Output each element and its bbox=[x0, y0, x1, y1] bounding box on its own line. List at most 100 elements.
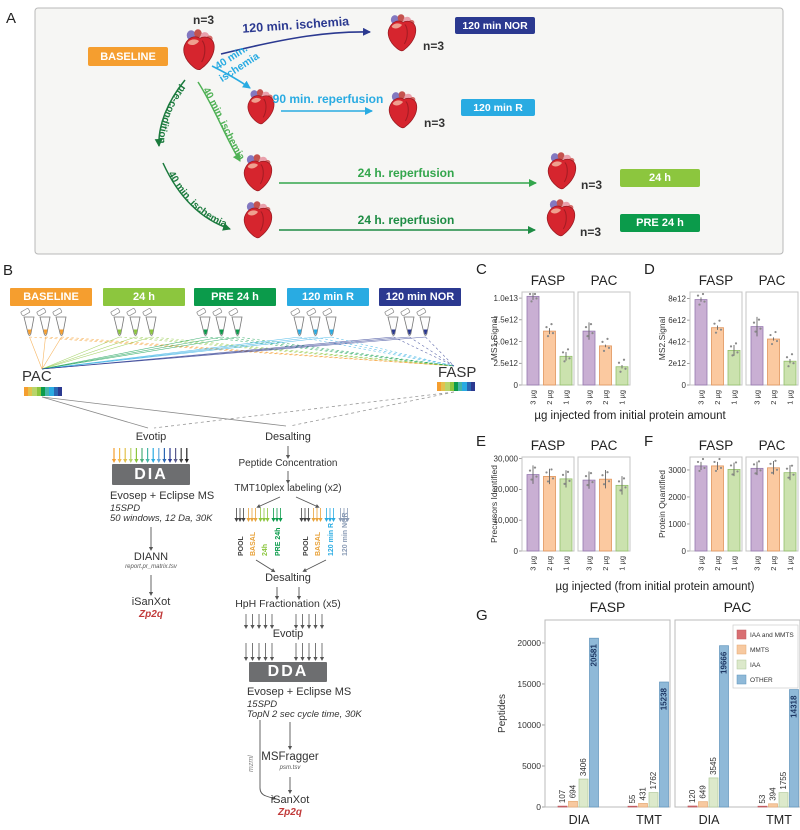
xtick-3 µg: 3 µg bbox=[753, 556, 762, 571]
data-point bbox=[589, 472, 593, 475]
tube-body bbox=[145, 316, 157, 336]
barcode-stripe bbox=[466, 382, 471, 391]
data-point bbox=[602, 349, 606, 352]
arrow-head bbox=[318, 518, 323, 522]
xtick-3 µg: 3 µg bbox=[529, 390, 538, 405]
plex-label-POOL: POOL bbox=[303, 535, 310, 556]
bar-FASP-3 µg bbox=[694, 299, 708, 386]
ytick: 3000 bbox=[668, 466, 686, 475]
barcode-stripe bbox=[449, 382, 454, 391]
arrow-head bbox=[278, 518, 283, 522]
xtick-1 µg: 1 µg bbox=[562, 556, 571, 571]
xtick-1 µg: 1 µg bbox=[618, 390, 627, 405]
g-xtick-TMT: TMT bbox=[636, 813, 662, 827]
xtick-1 µg: 1 µg bbox=[730, 390, 739, 405]
tube-cap bbox=[384, 308, 395, 317]
arrow-head bbox=[270, 568, 276, 573]
xtick-2 µg: 2 µg bbox=[545, 390, 554, 405]
legend-swatch-OTHER bbox=[736, 674, 747, 685]
fasp-to-desalting bbox=[289, 391, 455, 427]
diann-label: DIANN bbox=[133, 551, 169, 563]
data-point bbox=[551, 477, 555, 480]
arrow-head bbox=[263, 657, 268, 661]
line-to-fasp bbox=[315, 336, 455, 367]
g-bar-FASP-DIA-IAA bbox=[578, 778, 589, 808]
data-point bbox=[729, 464, 733, 467]
arrow-head bbox=[345, 518, 350, 522]
arrow-head bbox=[246, 518, 251, 522]
data-point bbox=[790, 353, 794, 356]
data-point bbox=[757, 460, 761, 463]
tube-cap bbox=[322, 308, 333, 317]
plex-label-120-min-R: 120 min R bbox=[328, 523, 335, 556]
arrow-head bbox=[139, 459, 145, 463]
ytick: 1.0e13 bbox=[494, 294, 519, 303]
data-point bbox=[790, 464, 794, 467]
tube-tip bbox=[329, 329, 334, 335]
data-point bbox=[775, 468, 779, 471]
hph-fractionation-label: HpH Fractionation (x5) bbox=[235, 598, 341, 610]
tube-body bbox=[325, 316, 337, 336]
tube-cap bbox=[290, 308, 301, 317]
barcode-stripe bbox=[453, 382, 459, 391]
arrow-head bbox=[319, 625, 325, 629]
dda-speed-label: 15SPD bbox=[247, 699, 278, 710]
xtick-2 µg: 2 µg bbox=[769, 390, 778, 405]
mzml-label: mzml bbox=[248, 755, 255, 772]
tube-body bbox=[113, 316, 125, 336]
data-point bbox=[584, 475, 588, 478]
arrow-head bbox=[243, 657, 249, 661]
data-point bbox=[696, 294, 700, 297]
ytick: 8e12 bbox=[668, 294, 686, 303]
chart-D-letter: D bbox=[644, 261, 655, 278]
arrow-head bbox=[271, 518, 276, 522]
g-bar-PAC-DIA-IAA-and-MMTS bbox=[687, 805, 698, 808]
panel-title-PAC: PAC bbox=[759, 438, 786, 453]
data-point bbox=[703, 466, 706, 470]
g-xtick-TMT: TMT bbox=[766, 813, 792, 827]
line-to-fasp bbox=[409, 336, 455, 367]
data-point bbox=[602, 483, 606, 486]
panel-a-frame bbox=[34, 7, 784, 255]
tube-cap bbox=[20, 308, 31, 317]
line-to-fasp bbox=[299, 336, 455, 367]
g-bar-value: 1755 bbox=[779, 771, 788, 789]
data-point bbox=[535, 475, 538, 478]
arrow-head bbox=[256, 625, 262, 629]
g-bar-value: 3406 bbox=[579, 758, 588, 776]
line-to-fasp bbox=[151, 336, 455, 367]
arrow-precondition bbox=[154, 79, 186, 147]
xtick-3 µg: 3 µg bbox=[585, 556, 594, 571]
fasp-label: FASP bbox=[438, 364, 477, 381]
xtick-1 µg: 1 µg bbox=[618, 556, 627, 571]
panel-b-letter: B bbox=[3, 262, 14, 279]
barcode-stripe bbox=[36, 387, 41, 396]
data-point bbox=[713, 460, 716, 464]
data-point bbox=[787, 365, 790, 368]
n3-label: n=3 bbox=[193, 13, 214, 27]
fasp-to-dia bbox=[153, 391, 455, 429]
line-to-pac bbox=[41, 336, 426, 370]
ytick: 15000 bbox=[517, 679, 541, 689]
arrow-head bbox=[287, 790, 293, 794]
chart-G-panel-FASP bbox=[544, 619, 671, 808]
legend-swatch-IAA-and-MMTS bbox=[736, 629, 747, 640]
data-point bbox=[563, 360, 566, 363]
arrow-line bbox=[265, 795, 273, 799]
ytick: 20000 bbox=[517, 638, 541, 648]
g-bar-FASP-TMT-IAA-and-MMTS bbox=[627, 805, 638, 808]
badge-120min-nor: 120 min NOR bbox=[455, 17, 535, 34]
n3-label: n=3 bbox=[423, 39, 444, 53]
data-point bbox=[533, 292, 537, 296]
xtick-1 µg: 1 µg bbox=[730, 556, 739, 571]
bar-PAC-3 µg bbox=[750, 467, 764, 552]
g-bar-FASP-DIA-IAA-and-MMTS bbox=[557, 805, 568, 808]
data-point bbox=[752, 463, 756, 466]
ytick: 2000 bbox=[668, 493, 686, 502]
n3-label: n=3 bbox=[424, 116, 445, 130]
arrow-head bbox=[261, 518, 267, 522]
tube-tip bbox=[43, 329, 48, 335]
bar-FASP-1 µg bbox=[559, 478, 573, 552]
g-bar-value: 649 bbox=[699, 785, 708, 799]
arrow-line bbox=[305, 559, 327, 571]
